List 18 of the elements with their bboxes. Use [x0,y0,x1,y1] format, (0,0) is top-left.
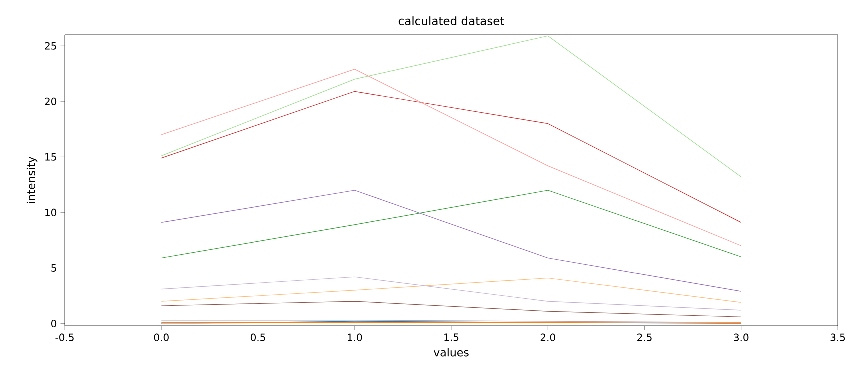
x-axis-title: values [434,348,469,357]
y-tick-label: 10 [46,208,57,216]
y-axis-title: intensity [26,156,38,204]
y-tick-label: 15 [46,153,56,161]
x-tick-label: 2.0 [540,334,556,342]
x-tick-label: 1.5 [444,334,459,342]
y-tick-label: 25 [45,42,56,50]
y-tick-label: 5 [52,264,56,272]
x-tick-label: 2.5 [638,334,652,342]
x-tick-label: 1.0 [348,334,362,342]
y-tick-label: 0 [52,320,57,328]
x-tick-label: 0.5 [250,334,266,342]
x-tick-label: 3.5 [830,334,846,342]
y-tick-label: 20 [45,98,57,106]
x-tick-label: 3.0 [734,334,749,342]
x-tick-label: -0.5 [56,334,74,342]
x-tick-label: 0.0 [154,334,169,342]
chart-title: calculated dataset [398,16,504,26]
